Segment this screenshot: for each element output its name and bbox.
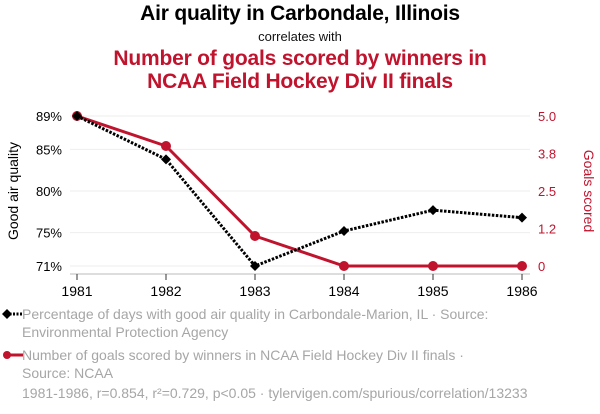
y-right-tick-label: 1.2 (538, 222, 556, 237)
chart-title-secondary: Number of goals scored by winners in NCA… (0, 47, 600, 93)
diamond-dotted-line-icon (2, 309, 23, 319)
legend-item-air-quality: Percentage of days with good air quality… (2, 305, 582, 341)
data-point-circle (250, 231, 260, 241)
data-point-diamond (250, 261, 260, 271)
x-tick-label: 1984 (328, 283, 359, 299)
y-right-tick-label: 5.0 (538, 109, 556, 124)
chart-plot: 89% 85% 80% 75% 71% 5.0 3.8 2.5 1.2 0 1981 1982 1983… (5, 109, 597, 299)
y-axis-label-left: Good air quality (5, 142, 21, 240)
y-left-tick-label: 85% (36, 142, 62, 157)
data-point-diamond (161, 154, 171, 165)
legend-text-line1: Percentage of days with good air quality… (22, 306, 489, 322)
series-line (76, 114, 523, 268)
x-tick-label: 1981 (61, 283, 92, 299)
x-tick-label: 1985 (417, 283, 448, 299)
y-left-tick-label: 75% (36, 226, 62, 241)
series-line (76, 114, 522, 268)
data-point-diamond (339, 226, 349, 236)
y-right-tick-label: 0 (538, 259, 545, 274)
chart-title: Air quality in Carbondale, Illinois (140, 2, 460, 25)
series-air-quality (72, 111, 527, 271)
series-layer (72, 111, 527, 271)
axes (70, 273, 530, 280)
title2-line1: Number of goals scored by winners in (113, 47, 487, 70)
legend-text-line2: Environmental Protection Agency (22, 324, 229, 340)
title2-line2: NCAA Field Hockey Div II finals (147, 70, 453, 93)
data-point-circle (161, 141, 171, 151)
data-point-circle (517, 261, 527, 271)
y-left-tick-label: 89% (36, 109, 62, 124)
y-left-tick-label: 71% (36, 259, 62, 274)
gridlines (70, 115, 530, 267)
x-tick-label: 1983 (239, 283, 270, 299)
data-point-diamond (72, 111, 82, 121)
y-right-tick-label: 3.8 (538, 147, 556, 162)
x-tick-label: 1986 (506, 283, 537, 299)
footer-stats: 1981-1986, r=0.854, r²=0.729, p<0.05 · t… (22, 385, 528, 401)
legend-text-line2: Source: NCAA (22, 365, 114, 381)
y-right-tick-label: 2.5 (538, 184, 556, 199)
data-point-diamond (428, 205, 438, 216)
data-point-circle (428, 261, 438, 271)
legend-text-line1: Number of goals scored by winners in NCA… (22, 347, 464, 363)
legend-item-goals: Number of goals scored by winners in NCA… (3, 346, 582, 382)
tick-labels: 89% 85% 80% 75% 71% 5.0 3.8 2.5 1.2 0 1981 1982 1983… (36, 109, 556, 299)
y-left-tick-label: 80% (36, 184, 62, 199)
x-tick-label: 1982 (150, 283, 181, 299)
y-axis-label-right: Goals scored (581, 150, 597, 232)
data-point-diamond (517, 212, 527, 223)
circle-solid-line-icon (3, 351, 23, 359)
chart-subtitle: correlates with (258, 29, 342, 44)
data-point-circle (339, 261, 349, 271)
